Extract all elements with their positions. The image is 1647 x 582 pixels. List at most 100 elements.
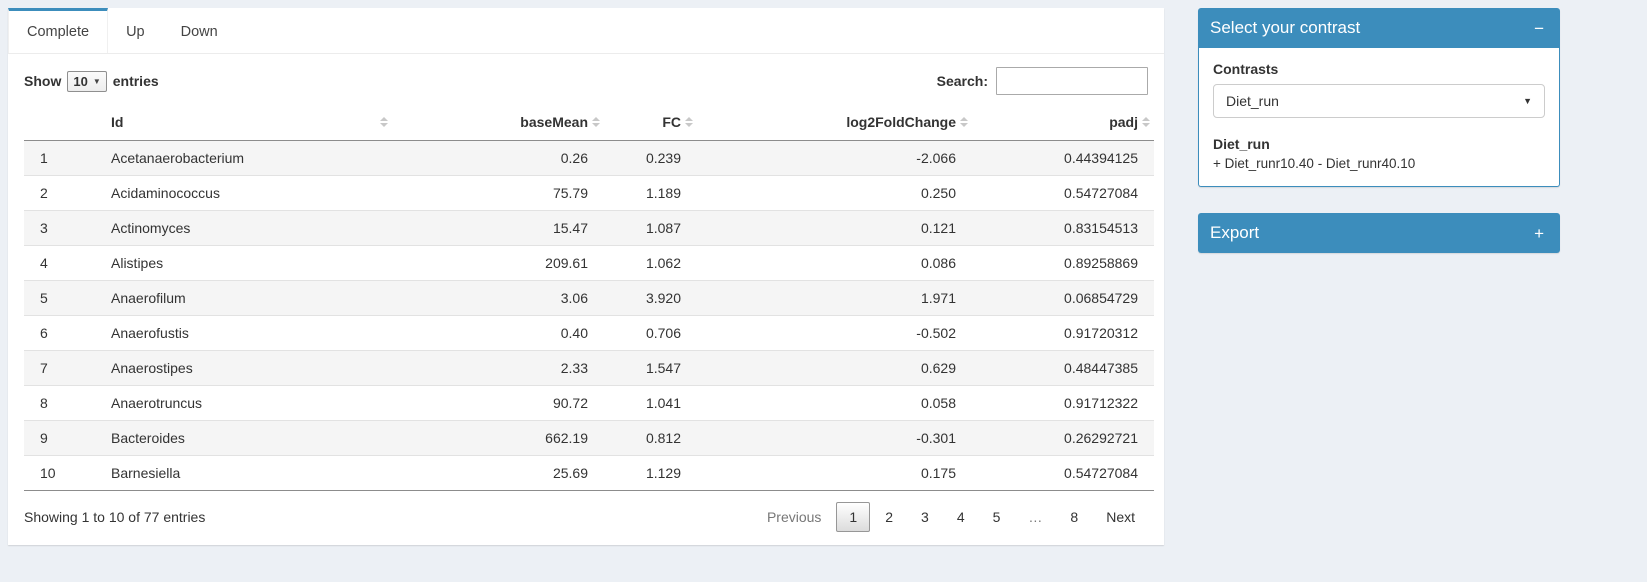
pagination-button[interactable]: 2: [885, 509, 894, 525]
cell-log2foldchange: 0.629: [697, 350, 972, 386]
cell-id: Barnesiella: [95, 455, 392, 491]
cell-fc: 1.087: [604, 210, 697, 246]
cell-rownum: 3: [24, 210, 95, 246]
column-header-label: log2FoldChange: [846, 114, 956, 130]
table-row[interactable]: 8 Anaerotruncus 90.72 1.041 0.058 0.9171…: [24, 385, 1154, 421]
cell-log2foldchange: 0.086: [697, 245, 972, 281]
tab-bar: Complete Up Down: [8, 8, 1164, 54]
export-box-title: Export: [1210, 223, 1260, 242]
export-box: Export +: [1198, 213, 1560, 253]
column-header[interactable]: FC: [604, 104, 697, 141]
cell-basemean: 662.19: [392, 420, 604, 456]
contrast-box-body: Contrasts Diet_run ▼ Diet_run + Diet_run…: [1198, 48, 1560, 187]
cell-basemean: 2.33: [392, 350, 604, 386]
cell-padj: 0.83154513: [972, 210, 1154, 246]
search-label: Search:: [936, 73, 988, 89]
cell-rownum: 7: [24, 350, 95, 386]
cell-log2foldchange: -0.502: [697, 315, 972, 351]
table-row[interactable]: 9 Bacteroides 662.19 0.812 -0.301 0.2629…: [24, 420, 1154, 456]
cell-id: Actinomyces: [95, 210, 392, 246]
page-length-select[interactable]: 10 ▼: [67, 70, 107, 92]
cell-id: Anaerotruncus: [95, 385, 392, 421]
pagination-button[interactable]: 3: [921, 509, 929, 525]
contrast-formula: + Diet_runr10.40 - Diet_runr40.10: [1213, 156, 1416, 171]
pagination-button[interactable]: …: [1028, 509, 1043, 525]
cell-rownum: 6: [24, 315, 95, 351]
cell-rownum: 9: [24, 420, 95, 456]
cell-log2foldchange: 0.250: [697, 175, 972, 211]
table-row[interactable]: 4 Alistipes 209.61 1.062 0.086 0.8925886…: [24, 245, 1154, 281]
sort-icon: [592, 117, 600, 127]
sort-icon: [1142, 117, 1150, 127]
entries-label: entries: [112, 73, 159, 89]
cell-rownum: 4: [24, 245, 95, 281]
caret-down-icon: ▼: [1523, 96, 1532, 106]
cell-padj: 0.48447385: [972, 350, 1154, 386]
cell-padj: 0.54727084: [972, 175, 1154, 211]
cell-log2foldchange: 0.058: [697, 385, 972, 421]
cell-fc: 0.706: [604, 315, 697, 351]
table-row[interactable]: 6 Anaerofustis 0.40 0.706 -0.502 0.91720…: [24, 315, 1154, 351]
caret-down-icon: ▼: [92, 76, 101, 86]
cell-basemean: 0.40: [392, 315, 604, 351]
table-row[interactable]: 2 Acidaminococcus 75.79 1.189 0.250 0.54…: [24, 175, 1154, 211]
cell-padj: 0.26292721: [972, 420, 1154, 456]
table-row[interactable]: 5 Anaerofilum 3.06 3.920 1.971 0.0685472…: [24, 280, 1154, 316]
cell-basemean: 25.69: [392, 455, 604, 491]
table-row[interactable]: 7 Anaerostipes 2.33 1.547 0.629 0.484473…: [24, 350, 1154, 386]
tab[interactable]: Down: [180, 24, 218, 40]
expand-button[interactable]: +: [1530, 223, 1548, 244]
cell-log2foldchange: 0.175: [697, 455, 972, 491]
cell-fc: 0.812: [604, 420, 697, 456]
table-row[interactable]: 3 Actinomyces 15.47 1.087 0.121 0.831545…: [24, 210, 1154, 246]
table-body: 1 Acetanaerobacterium 0.26 0.239 -2.066 …: [24, 140, 1154, 491]
pagination-button[interactable]: 1: [836, 502, 871, 532]
search-input[interactable]: [996, 67, 1148, 95]
pagination-button[interactable]: 4: [956, 509, 965, 525]
table-row[interactable]: 10 Barnesiella 25.69 1.129 0.175 0.54727…: [24, 455, 1154, 491]
pagination-button[interactable]: Next: [1106, 509, 1135, 525]
cell-log2foldchange: 0.121: [697, 210, 972, 246]
collapse-button[interactable]: −: [1530, 18, 1548, 39]
column-header[interactable]: log2FoldChange: [697, 104, 972, 141]
pagination-button[interactable]: 5: [992, 509, 1001, 525]
results-panel: Complete Up Down Show 10 ▼ entries Searc…: [8, 8, 1164, 545]
sort-icon: [685, 117, 693, 127]
column-header[interactable]: Id: [95, 104, 392, 141]
pagination: Previous 1 2 3 4 5 … 8 Next: [752, 502, 1148, 532]
tab[interactable]: Up: [126, 24, 145, 40]
contrast-select-value: Diet_run: [1226, 93, 1279, 109]
column-header-rownum[interactable]: [24, 104, 95, 141]
table-footer: Showing 1 to 10 of 77 entries Previous 1…: [8, 491, 1164, 545]
cell-rownum: 1: [40, 150, 48, 166]
column-header[interactable]: padj: [972, 104, 1154, 141]
export-box-header: Export +: [1198, 213, 1560, 253]
cell-log2foldchange: -2.066: [916, 150, 956, 166]
cell-id: Anaerofustis: [95, 315, 392, 351]
cell-padj: 0.91720312: [972, 315, 1154, 351]
sort-icon: [380, 117, 388, 127]
column-header-label: FC: [662, 114, 681, 130]
cell-basemean: 209.61: [392, 245, 604, 281]
pagination-button[interactable]: Previous: [766, 509, 822, 525]
column-header-label: Id: [111, 114, 124, 130]
table-row[interactable]: 1 Acetanaerobacterium 0.26 0.239 -2.066 …: [24, 140, 1154, 176]
pagination-button[interactable]: 8: [1070, 509, 1079, 525]
contrast-select[interactable]: Diet_run ▼: [1213, 84, 1545, 118]
cell-basemean: 90.72: [392, 385, 604, 421]
column-header-label: baseMean: [520, 114, 588, 130]
contrast-name: Diet_run: [1213, 136, 1270, 152]
cell-fc: 1.189: [604, 175, 697, 211]
cell-fc: 1.547: [604, 350, 697, 386]
cell-id: Acetanaerobacterium: [111, 150, 245, 166]
cell-basemean: 0.26: [560, 150, 588, 166]
show-label: Show: [24, 73, 62, 89]
tab[interactable]: Complete: [8, 8, 109, 53]
cell-fc: 1.062: [604, 245, 697, 281]
cell-id: Bacteroides: [95, 420, 392, 456]
column-header[interactable]: baseMean: [392, 104, 604, 141]
cell-log2foldchange: -0.301: [697, 420, 972, 456]
contrasts-label: Contrasts: [1213, 61, 1279, 77]
cell-padj: 0.44394125: [1064, 150, 1138, 166]
table-search: Search:: [937, 67, 1148, 95]
